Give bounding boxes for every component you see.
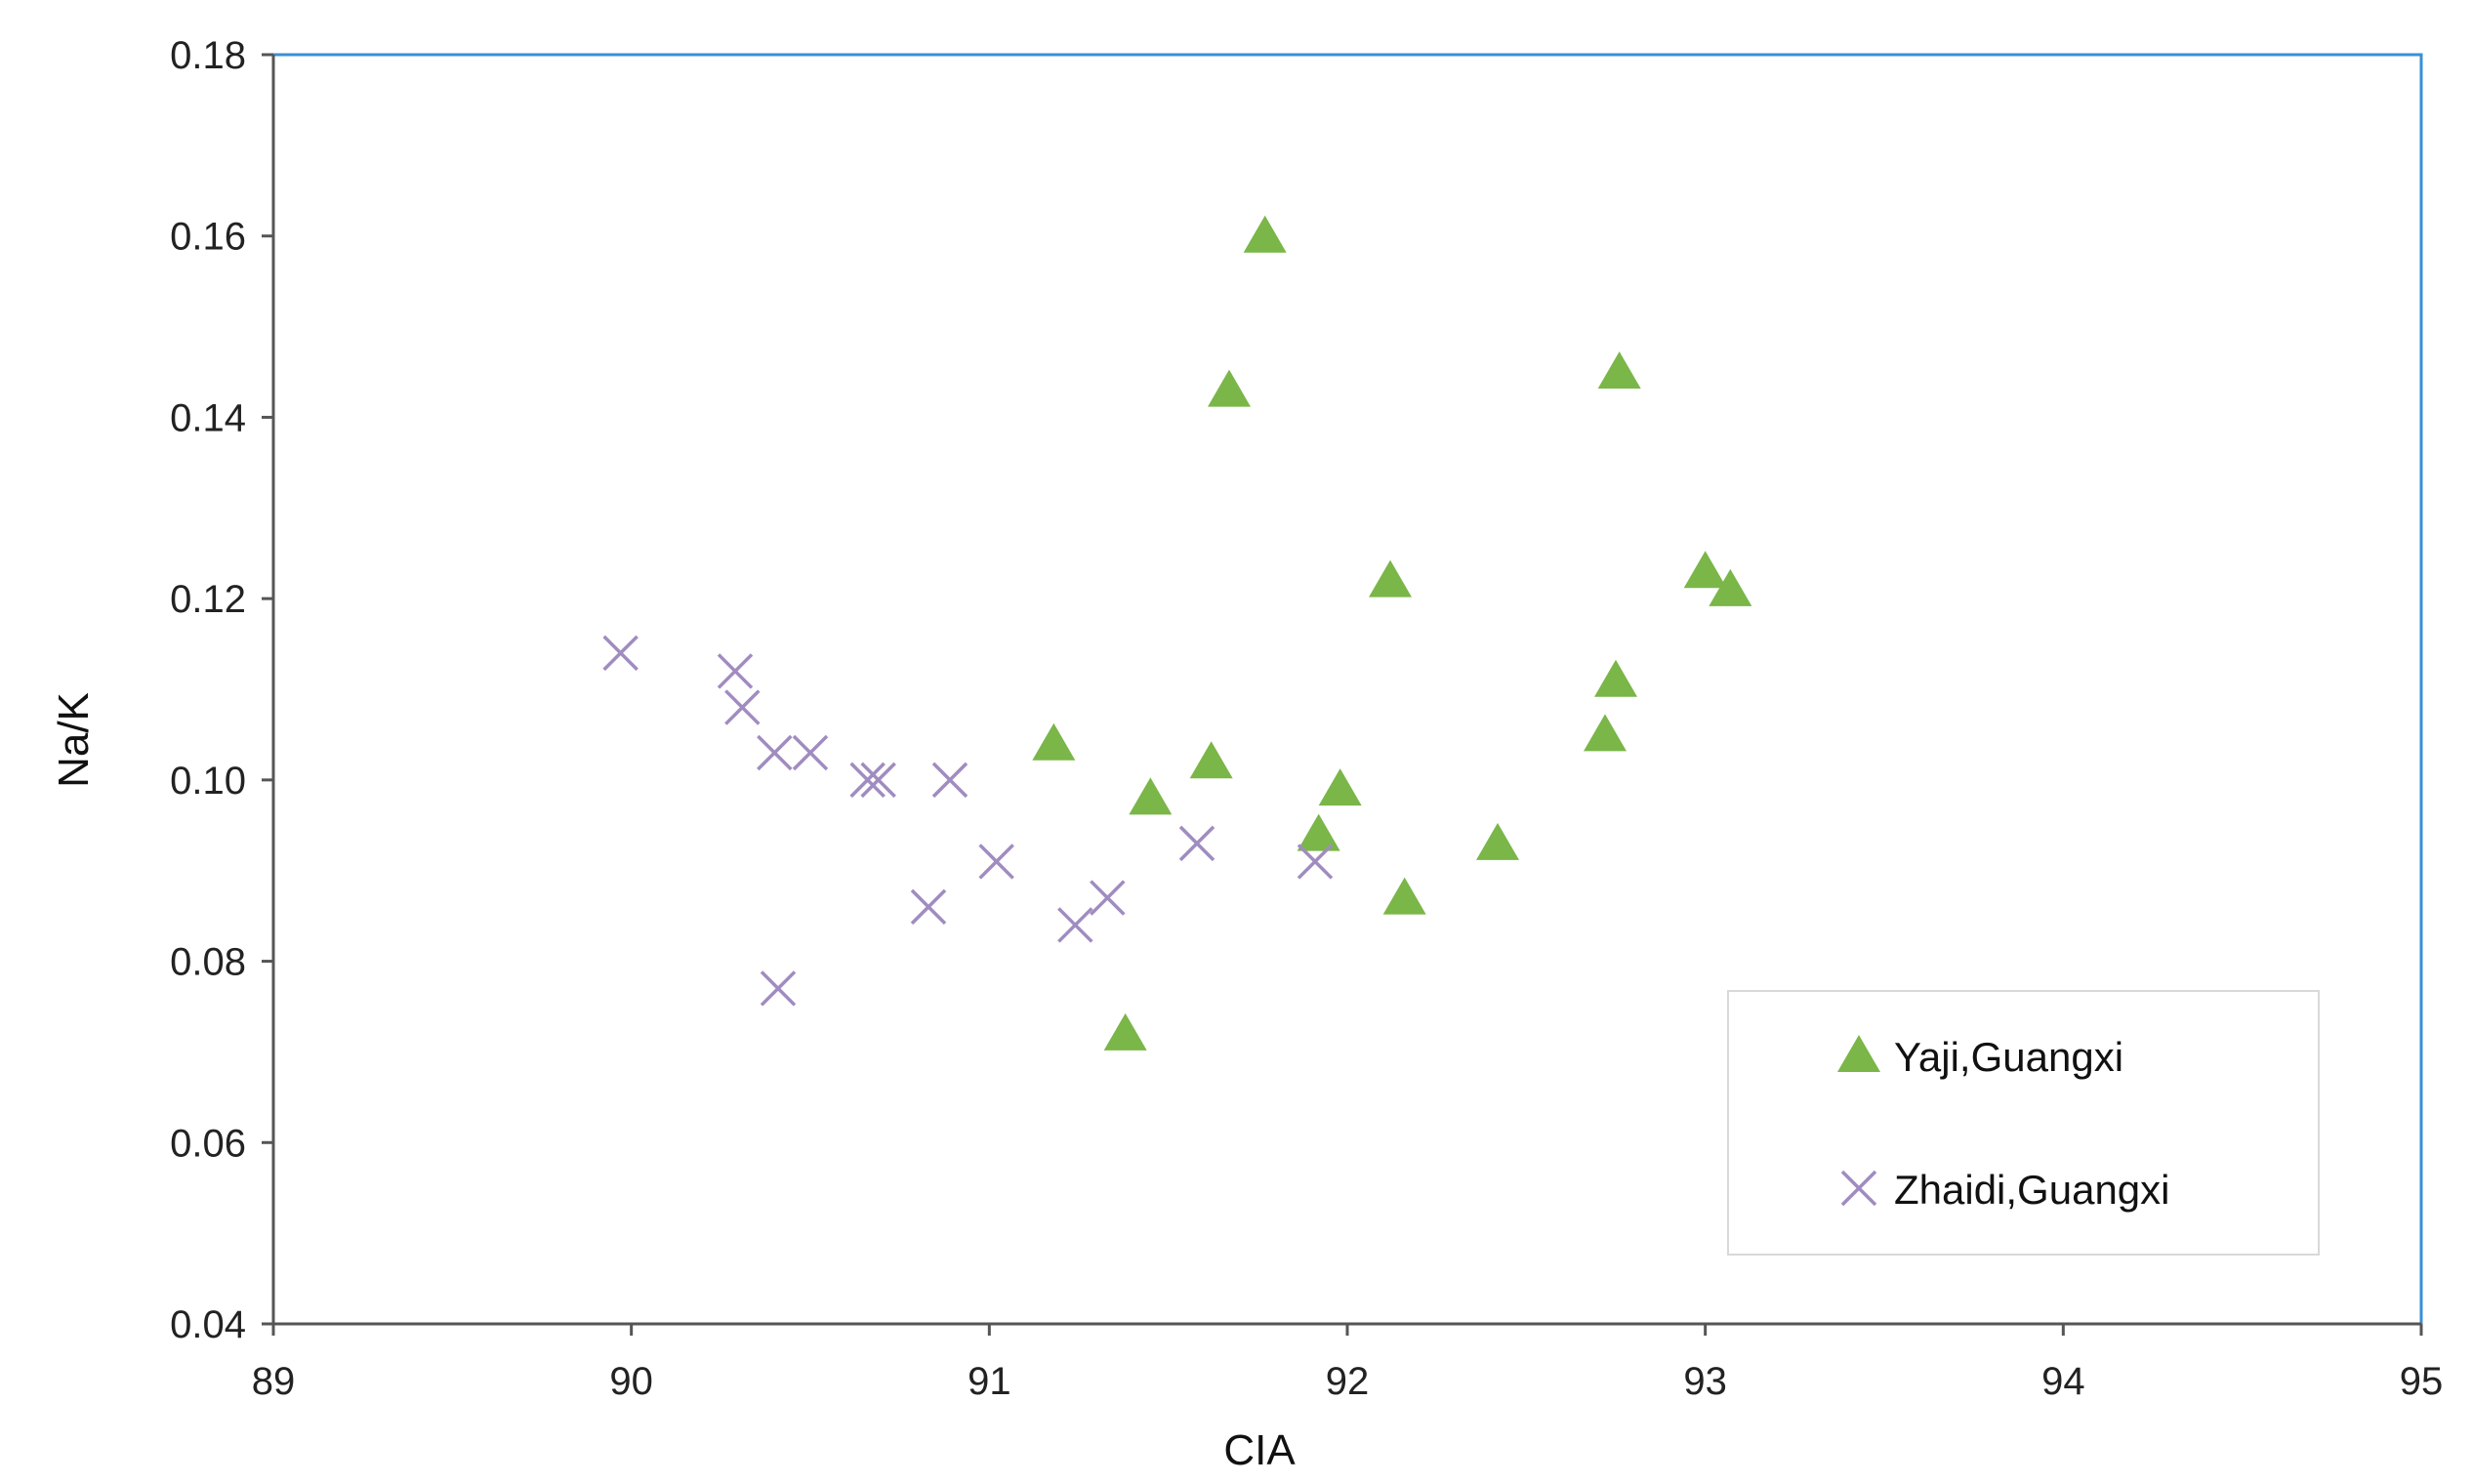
- zhaidi-point: [1090, 880, 1126, 916]
- legend-triangle-marker: [1837, 1035, 1880, 1072]
- legend-marker-yaji: [1837, 1035, 1880, 1072]
- zhaidi-point: [724, 689, 761, 725]
- yaji-point: [1318, 768, 1362, 806]
- zhaidi-point: [760, 970, 797, 1007]
- zhaidi-point: [1057, 907, 1093, 943]
- data-points: [602, 215, 1752, 1051]
- legend: Yaji,Guangxi Zhaidi,Guangxi: [1727, 990, 2320, 1256]
- legend-x-marker: [1840, 1170, 1877, 1207]
- zhaidi-point: [602, 635, 639, 672]
- zhaidi-point: [978, 844, 1014, 880]
- y-tick-label: 0.06: [170, 1122, 246, 1165]
- legend-marker-zhaidi: [1840, 1170, 1877, 1207]
- x-tick-label: 92: [1326, 1360, 1370, 1403]
- legend-label-zhaidi: Zhaidi,Guangxi: [1894, 1167, 2170, 1213]
- y-tick-label: 0.12: [170, 578, 246, 621]
- yaji-point: [1297, 813, 1340, 851]
- yaji-point: [1032, 722, 1076, 761]
- yaji-point: [1709, 568, 1752, 606]
- yaji-point: [1382, 877, 1426, 915]
- y-axis-ticks: 0.04 0.06 0.08 0.10 0.12 0.14 0.16 0.18: [170, 34, 273, 1346]
- zhaidi-point: [849, 762, 886, 799]
- zhaidi-point: [860, 762, 896, 799]
- zhaidi-point: [1297, 844, 1334, 880]
- zhaidi-point: [910, 888, 947, 926]
- x-tick-label: 90: [609, 1360, 653, 1403]
- yaji-point: [1189, 741, 1233, 779]
- x-tick-label: 91: [968, 1360, 1011, 1403]
- x-tick-label: 95: [2400, 1360, 2444, 1403]
- legend-label-yaji: Yaji,Guangxi: [1894, 1034, 2123, 1080]
- zhaidi-point: [1178, 825, 1215, 862]
- y-tick-label: 0.16: [170, 216, 246, 259]
- yaji-point: [1476, 822, 1519, 860]
- yaji-point: [1129, 777, 1173, 815]
- yaji-point: [1208, 369, 1251, 407]
- yaji-point: [1597, 351, 1641, 389]
- yaji-point: [1683, 551, 1727, 589]
- y-tick-label: 0.08: [170, 941, 246, 984]
- x-axis-title: CIA: [1223, 1426, 1296, 1474]
- yaji-point: [1243, 215, 1287, 253]
- zhaidi-point: [757, 734, 793, 771]
- yaji-point: [1594, 659, 1637, 697]
- x-tick-label: 94: [2041, 1360, 2085, 1403]
- zhaidi-point: [717, 653, 754, 689]
- y-tick-label: 0.18: [170, 34, 246, 77]
- x-tick-label: 93: [1683, 1360, 1727, 1403]
- x-axis-ticks: 89 90 91 92 93 94 95: [252, 1324, 2444, 1403]
- y-tick-label: 0.14: [170, 396, 246, 439]
- yaji-point: [1103, 1012, 1147, 1051]
- y-axis-title: Na/K: [50, 692, 98, 788]
- zhaidi-point: [931, 762, 968, 799]
- x-tick-label: 89: [252, 1360, 296, 1403]
- zhaidi-point: [792, 734, 829, 771]
- yaji-point: [1369, 559, 1412, 598]
- legend-box: [1727, 990, 2320, 1256]
- yaji-point: [1584, 714, 1627, 752]
- y-tick-label: 0.04: [170, 1303, 246, 1346]
- y-tick-label: 0.10: [170, 760, 246, 803]
